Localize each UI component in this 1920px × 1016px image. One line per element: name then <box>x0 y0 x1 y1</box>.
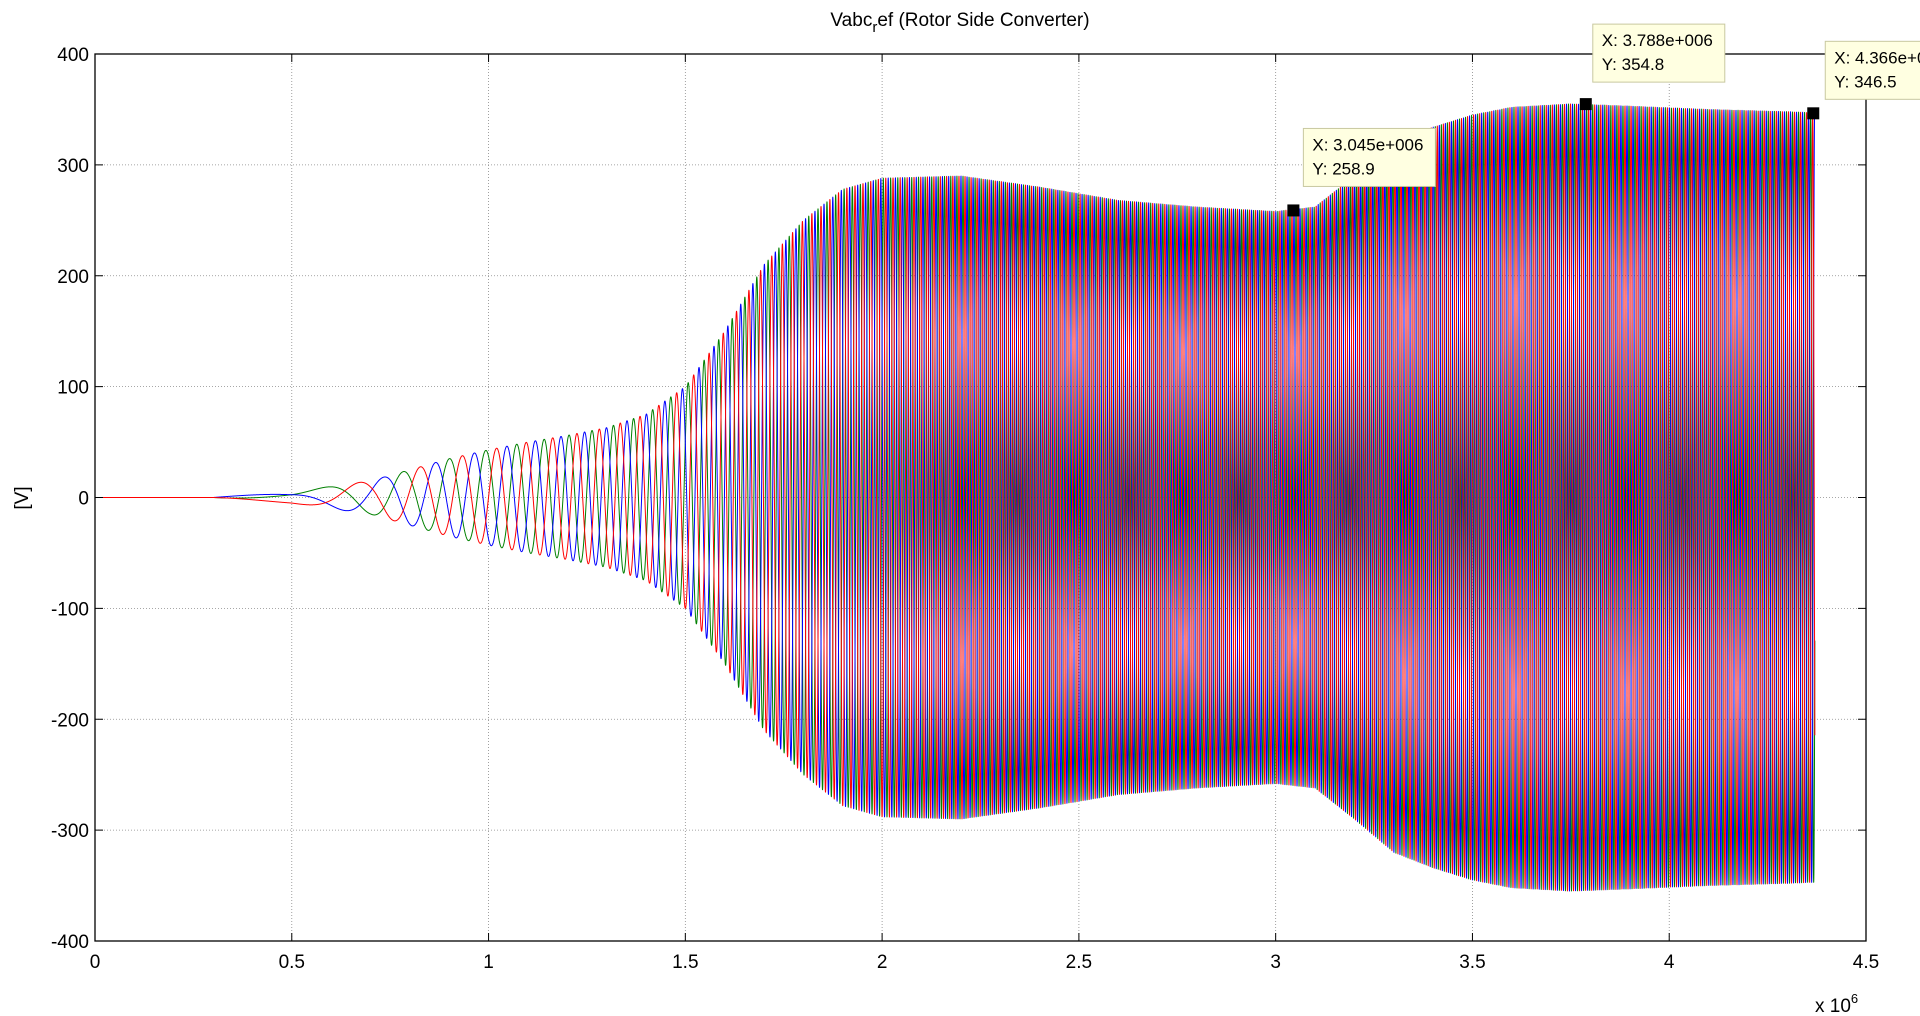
data-tip[interactable]: X: 3.045e+006 Y: 258.9 <box>1287 127 1436 217</box>
y-tick-label: 300 <box>57 156 89 177</box>
x-tick-label: 2 <box>877 952 888 973</box>
data-tip-y-label: Y: 346.5 <box>1834 72 1896 91</box>
x-tick-label: 1.5 <box>672 952 698 973</box>
data-tips: X: 3.045e+006 Y: 258.9 X: 3.788e+006 Y: 354… <box>1287 23 1920 217</box>
data-tip-marker[interactable] <box>1579 98 1592 111</box>
y-tick-label: 200 <box>57 267 89 288</box>
data-tip-marker[interactable] <box>1287 204 1300 217</box>
x-tick-label: 0.5 <box>279 952 305 973</box>
x-exponent-base: x 10 <box>1815 996 1851 1016</box>
x-tick-label: 4.5 <box>1853 952 1879 973</box>
y-tick-label: 0 <box>78 489 89 510</box>
data-tip[interactable]: X: 4.366e+006 Y: 346.5 <box>1807 40 1920 120</box>
y-tick-label: 400 <box>57 45 89 66</box>
x-tick-labels: 0 0.5 1 1.5 2 2.5 3 3.5 4 4.5 <box>90 952 1880 973</box>
chart-title: Vabcref (Rotor Side Converter) <box>830 10 1089 36</box>
y-tick-label: 100 <box>57 378 89 399</box>
series-line-phase-b <box>94 103 1816 892</box>
data-tip-marker[interactable] <box>1807 107 1820 120</box>
y-tick-label: -400 <box>51 932 89 953</box>
x-tick-label: 0 <box>90 952 101 973</box>
x-exponent-label: x 106 <box>1815 991 1858 1016</box>
x-exponent-power: 6 <box>1851 991 1858 1006</box>
data-tip-x-label: X: 4.366e+006 <box>1834 48 1920 67</box>
chart-title-main: Vabc <box>830 10 872 31</box>
data-tip-box <box>1592 23 1726 83</box>
x-tick-label: 3.5 <box>1459 952 1485 973</box>
series-line-phase-a <box>94 103 1816 892</box>
x-tick-label: 2.5 <box>1066 952 1092 973</box>
plot-area <box>94 103 1816 892</box>
data-tip-box <box>1302 127 1436 187</box>
chart-title-rest: ef (Rotor Side Converter) <box>877 10 1089 31</box>
y-tick-label: -200 <box>51 710 89 731</box>
data-tip-y-label: Y: 354.8 <box>1602 55 1664 74</box>
y-tick-label: -100 <box>51 599 89 620</box>
data-tip-x-label: X: 3.788e+006 <box>1602 31 1713 50</box>
y-axis-label: [V] <box>12 486 33 509</box>
y-tick-labels: 400 300 200 100 0 -100 -200 -300 -400 <box>51 45 89 953</box>
chart-title-subscript: r <box>872 19 877 36</box>
data-tip-y-label: Y: 258.9 <box>1312 159 1374 178</box>
data-tip-box <box>1824 40 1920 100</box>
data-tip-x-label: X: 3.045e+006 <box>1312 135 1423 154</box>
x-tick-label: 4 <box>1664 952 1675 973</box>
x-tick-label: 3 <box>1270 952 1281 973</box>
x-tick-label: 1 <box>483 952 494 973</box>
data-tip[interactable]: X: 3.788e+006 Y: 354.8 <box>1579 23 1726 111</box>
y-tick-label: -300 <box>51 821 89 842</box>
